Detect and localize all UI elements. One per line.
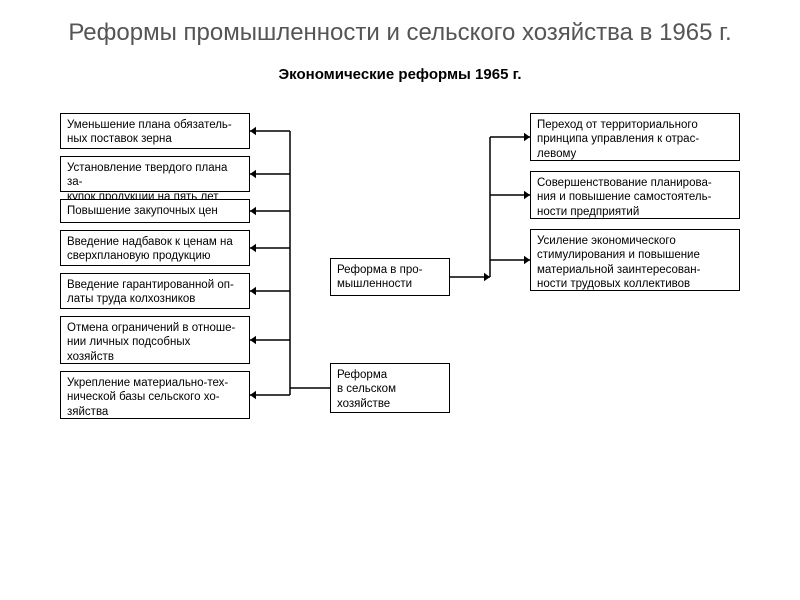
agri-box-mat-tech-base: Укрепление материально-тех-нической базы… <box>60 371 250 419</box>
agri-box-guaranteed-pay: Введение гарантированной оп-латы труда к… <box>60 273 250 309</box>
industry-box-planning: Совершенствование планирова-ния и повыше… <box>530 171 740 219</box>
agri-box-restrictions-off: Отмена ограничений в отноше-нии личных п… <box>60 316 250 364</box>
center-agriculture: Реформав сельскомхозяйстве <box>330 363 450 413</box>
agri-box-five-year: Установление твердого плана за-купок про… <box>60 156 250 192</box>
page-title: Реформы промышленности и сельского хозяй… <box>0 0 800 54</box>
agri-box-grain-plan: Уменьшение плана обязатель-ных поставок … <box>60 113 250 149</box>
agri-box-prices-up: Повышение закупочных цен <box>60 199 250 223</box>
center-industry: Реформа в про-мышленности <box>330 258 450 296</box>
industry-box-territorial: Переход от территориальногопринципа упра… <box>530 113 740 161</box>
agri-box-surcharge: Введение надбавок к ценам насверхпланову… <box>60 230 250 266</box>
diagram-canvas: Уменьшение плана обязатель-ных поставок … <box>0 93 800 563</box>
diagram-subtitle: Экономические реформы 1965 г. <box>0 66 800 83</box>
industry-box-incentives: Усиление экономическогостимулирования и … <box>530 229 740 291</box>
